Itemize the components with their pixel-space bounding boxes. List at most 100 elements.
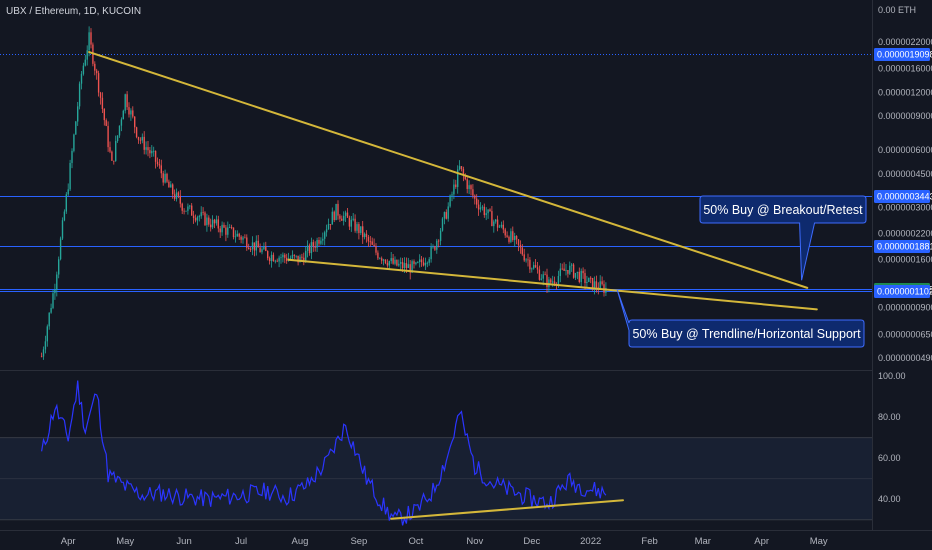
rsi-trendline-line[interactable] xyxy=(390,499,624,520)
price-pill-label: 0.0000001881 xyxy=(877,242,932,252)
candle-body xyxy=(189,205,191,207)
candle-body xyxy=(569,265,571,274)
candle-body xyxy=(409,264,411,273)
time-axis[interactable]: Apr May Jun Jul Aug Sep Oct Nov Dec 2022 Feb Mar Apr… xyxy=(61,536,828,547)
callout-box[interactable] xyxy=(616,289,865,348)
time-tick-label: Mar xyxy=(695,536,711,547)
candle-body xyxy=(369,241,371,243)
candle-body xyxy=(130,110,132,115)
candle-body xyxy=(242,237,244,240)
candle-body xyxy=(542,274,544,279)
candle-body xyxy=(557,276,560,284)
candle-body xyxy=(166,173,168,182)
candle-body xyxy=(99,92,102,98)
candle-body xyxy=(63,211,66,221)
candle-body xyxy=(559,268,561,277)
candle-body xyxy=(449,195,451,207)
price-axis[interactable]: 0.00 ETH 0.0000022000 0.0000016000 0.000001… xyxy=(878,5,932,363)
candle-body xyxy=(506,235,508,237)
candle-body xyxy=(219,228,221,233)
candle-body xyxy=(489,209,491,212)
candle-body xyxy=(107,125,109,148)
candle-body xyxy=(158,164,161,166)
candle-body xyxy=(388,261,390,266)
candle-body xyxy=(571,264,573,266)
candle-body xyxy=(308,245,311,254)
rsi-pane[interactable] xyxy=(0,380,872,526)
candle-body xyxy=(181,203,183,211)
candle-body xyxy=(455,184,457,187)
candle-body xyxy=(352,218,354,220)
candle-body xyxy=(223,224,225,228)
candle-body xyxy=(238,233,240,237)
candle-body xyxy=(584,273,586,284)
candlestick-series xyxy=(40,26,607,360)
candle-body xyxy=(460,166,463,170)
candle-body xyxy=(515,235,518,240)
candle-body xyxy=(61,220,64,239)
candle-body xyxy=(69,162,71,190)
candle-body xyxy=(350,219,352,227)
candle-body xyxy=(160,165,162,174)
candle-body xyxy=(77,106,79,122)
candle-body xyxy=(417,261,419,263)
candle-body xyxy=(118,125,121,136)
candle-body xyxy=(40,356,43,358)
price-pane[interactable]: 50% Buy @ Breakout/Retest 50% Buy @ Trend… xyxy=(0,26,872,360)
rsi-tick-label: 40.00 xyxy=(878,494,901,504)
candle-body xyxy=(172,184,174,195)
trendline[interactable] xyxy=(88,51,809,289)
time-tick-label: Nov xyxy=(466,536,483,547)
callout-box[interactable] xyxy=(699,195,867,281)
candle-body xyxy=(477,204,480,210)
candle-body xyxy=(208,217,210,225)
price-tick-label: 0.0000001600 xyxy=(878,255,932,265)
candle-body xyxy=(251,242,254,250)
callouts: 50% Buy @ Breakout/Retest 50% Buy @ Trend… xyxy=(616,195,867,348)
rsi-band xyxy=(0,437,872,521)
candle-body xyxy=(82,65,85,74)
candle-body xyxy=(438,240,440,242)
candle-body xyxy=(375,246,377,253)
candle-body xyxy=(458,166,461,170)
candle-body xyxy=(270,254,273,262)
candle-body xyxy=(439,230,442,241)
candle-body xyxy=(229,226,231,228)
candle-body xyxy=(588,277,590,282)
candle-body xyxy=(495,219,497,222)
candle-body xyxy=(474,195,476,199)
candle-body xyxy=(371,241,373,245)
candle-body xyxy=(154,150,157,162)
candle-body xyxy=(508,236,510,242)
candle-body xyxy=(191,205,193,216)
candle-body xyxy=(204,212,206,226)
candle-body xyxy=(86,50,88,60)
candle-body xyxy=(578,271,580,282)
candle-body xyxy=(240,236,242,240)
candle-body xyxy=(529,259,531,270)
candle-body xyxy=(113,160,115,162)
candle-body xyxy=(225,227,227,235)
rsi-axis[interactable]: 100.00 80.00 60.00 40.00 xyxy=(878,371,906,504)
rsi-tick-label: 100.00 xyxy=(878,371,906,381)
time-tick-label: Feb xyxy=(641,536,657,547)
candle-body xyxy=(210,224,212,228)
candle-body xyxy=(56,274,58,290)
candle-body xyxy=(141,136,143,141)
trendline[interactable] xyxy=(287,258,818,311)
time-tick-label: Jul xyxy=(235,536,247,547)
candle-body xyxy=(272,254,275,262)
candle-body xyxy=(601,281,603,285)
candle-body xyxy=(476,198,478,205)
candle-body xyxy=(502,224,504,230)
candle-body xyxy=(354,218,356,231)
candle-body xyxy=(466,179,468,189)
candle-body xyxy=(365,233,368,237)
time-tick-label: Jun xyxy=(176,536,191,547)
candle-body xyxy=(67,189,69,195)
candle-body xyxy=(523,254,525,261)
candle-body xyxy=(498,226,501,228)
candle-body xyxy=(139,139,142,141)
candle-body xyxy=(173,194,176,199)
